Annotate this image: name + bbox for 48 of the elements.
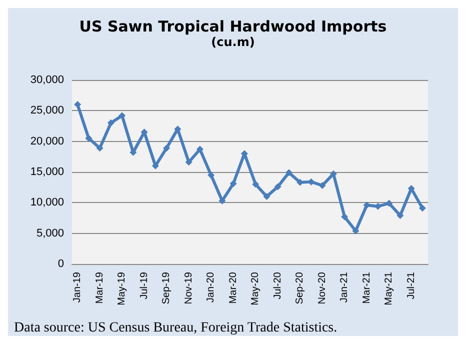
y-tick-label: 5,000 (36, 227, 64, 240)
x-tick-label: Mar-20 (228, 272, 239, 304)
point (274, 183, 282, 190)
point (218, 197, 226, 204)
point (396, 212, 404, 220)
y-tick-label: 15,000 (30, 166, 64, 178)
point (318, 182, 326, 189)
point (96, 144, 104, 152)
point (74, 101, 82, 108)
point (341, 213, 348, 220)
chart-subtitle: (cu.m) (211, 35, 255, 49)
point (263, 193, 270, 200)
x-tick-label: Sep-19 (161, 272, 172, 304)
x-tick-label: May-20 (250, 272, 262, 306)
x-tick-label: May-21 (384, 272, 395, 306)
x-tick-label: Jan-21 (339, 272, 350, 303)
x-tick-label: Mar-19 (94, 272, 106, 304)
x-tick-label: Jul-21 (406, 272, 417, 300)
point (230, 180, 237, 188)
point (418, 204, 426, 212)
x-tick-label: Jul-19 (138, 272, 150, 300)
x-tick-label: Sep-20 (294, 272, 306, 304)
point (352, 227, 360, 234)
x-tick-label: Nov-19 (183, 272, 194, 304)
y-tick-label: 10,000 (30, 196, 64, 209)
point (118, 112, 126, 120)
point (285, 169, 292, 176)
point (185, 158, 192, 166)
y-tick-label: 20,000 (30, 135, 64, 148)
point (196, 146, 204, 153)
x-tick-label: Jul-20 (272, 272, 284, 300)
point (363, 202, 370, 209)
point (85, 134, 92, 142)
x-tick-label: Jan-19 (72, 272, 84, 303)
y-tick-label: 30,000 (30, 74, 64, 86)
point (386, 200, 393, 207)
x-tick-label: Jan-20 (206, 272, 217, 303)
chart-title: US Sawn Tropical Hardwood Imports (79, 18, 387, 36)
point (163, 144, 170, 152)
y-tick-label: 0 (58, 258, 64, 270)
source-note: Data source: US Census Bureau, Foreign Trade Statistics. (14, 320, 338, 336)
x-tick-label: May-19 (116, 272, 128, 306)
point (252, 180, 260, 188)
x-tick-label: Nov-20 (316, 272, 328, 304)
x-tick-label: Mar-21 (361, 272, 372, 304)
point (208, 172, 215, 179)
point (107, 119, 114, 126)
y-tick-label: 25,000 (30, 104, 64, 117)
